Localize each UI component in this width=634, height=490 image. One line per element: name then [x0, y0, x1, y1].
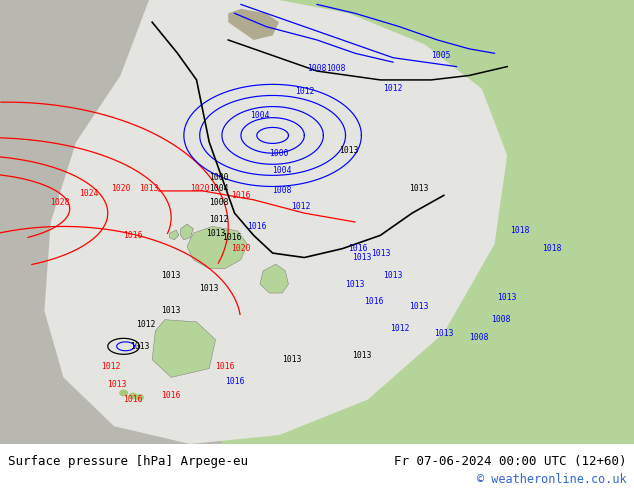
Text: 1008: 1008 — [307, 64, 327, 74]
Text: 1004: 1004 — [273, 167, 292, 175]
Text: 1013: 1013 — [200, 284, 219, 293]
Text: 1018: 1018 — [542, 244, 561, 253]
Polygon shape — [181, 224, 193, 240]
Text: 1016: 1016 — [247, 222, 266, 231]
Text: 1008: 1008 — [327, 64, 346, 74]
Polygon shape — [260, 264, 288, 293]
Text: 1013: 1013 — [384, 271, 403, 280]
Polygon shape — [44, 0, 507, 444]
Polygon shape — [152, 319, 216, 377]
Text: 1016: 1016 — [222, 233, 241, 242]
Text: 1016: 1016 — [365, 297, 384, 306]
Polygon shape — [0, 0, 317, 444]
Text: 1012: 1012 — [292, 202, 311, 211]
Polygon shape — [187, 226, 247, 269]
Text: 1013: 1013 — [498, 293, 517, 302]
Text: 1013: 1013 — [162, 271, 181, 280]
Text: 1013: 1013 — [339, 147, 358, 155]
Text: 1000: 1000 — [269, 148, 288, 158]
Polygon shape — [165, 0, 349, 35]
Text: 1016: 1016 — [349, 244, 368, 253]
Text: 1013: 1013 — [108, 380, 127, 389]
Polygon shape — [169, 230, 179, 240]
Text: 1016: 1016 — [124, 231, 143, 240]
Text: 1020: 1020 — [231, 244, 250, 253]
Text: 1000: 1000 — [209, 173, 228, 182]
Circle shape — [129, 393, 137, 399]
Text: 1028: 1028 — [51, 197, 70, 206]
Circle shape — [136, 395, 143, 400]
Text: 1013: 1013 — [130, 342, 149, 351]
Text: 1013: 1013 — [409, 302, 428, 311]
Text: 1013: 1013 — [206, 229, 225, 238]
Text: 1020: 1020 — [111, 184, 130, 193]
Text: 1013: 1013 — [162, 306, 181, 315]
Text: 1008: 1008 — [491, 315, 510, 324]
Text: 1012: 1012 — [295, 87, 314, 96]
Text: Fr 07-06-2024 00:00 UTC (12+60): Fr 07-06-2024 00:00 UTC (12+60) — [394, 455, 626, 468]
Text: 1012: 1012 — [136, 319, 155, 329]
Text: 1016: 1016 — [231, 191, 250, 200]
Text: 1013: 1013 — [139, 184, 158, 193]
Text: © weatheronline.co.uk: © weatheronline.co.uk — [477, 473, 626, 486]
Text: 1016: 1016 — [225, 377, 244, 386]
Text: 1012: 1012 — [101, 362, 120, 371]
Text: 1005: 1005 — [431, 51, 450, 60]
Text: 1018: 1018 — [510, 226, 529, 235]
Text: 1004: 1004 — [209, 184, 228, 193]
Text: 1013: 1013 — [434, 328, 453, 338]
Text: 1008: 1008 — [209, 197, 228, 206]
Text: 1008: 1008 — [469, 333, 488, 342]
Text: 1013: 1013 — [352, 351, 371, 360]
Circle shape — [120, 390, 127, 395]
Text: Surface pressure [hPa] Arpege-eu: Surface pressure [hPa] Arpege-eu — [8, 455, 248, 468]
Text: 1013: 1013 — [352, 253, 371, 262]
Text: 1013: 1013 — [282, 355, 301, 364]
Text: 1004: 1004 — [250, 111, 269, 120]
Text: 1008: 1008 — [273, 186, 292, 196]
Text: 1012: 1012 — [390, 324, 409, 333]
Text: 1013: 1013 — [409, 184, 428, 193]
Text: 1020: 1020 — [190, 184, 209, 193]
Text: 1012: 1012 — [384, 84, 403, 93]
Polygon shape — [228, 9, 279, 40]
Text: 1016: 1016 — [162, 391, 181, 400]
Text: 1024: 1024 — [79, 189, 98, 197]
Polygon shape — [222, 0, 634, 444]
Text: 1016: 1016 — [124, 395, 143, 404]
Text: 1016: 1016 — [216, 362, 235, 371]
Text: 1013: 1013 — [346, 280, 365, 289]
Text: 1013: 1013 — [371, 248, 390, 258]
Text: 1012: 1012 — [209, 215, 228, 224]
